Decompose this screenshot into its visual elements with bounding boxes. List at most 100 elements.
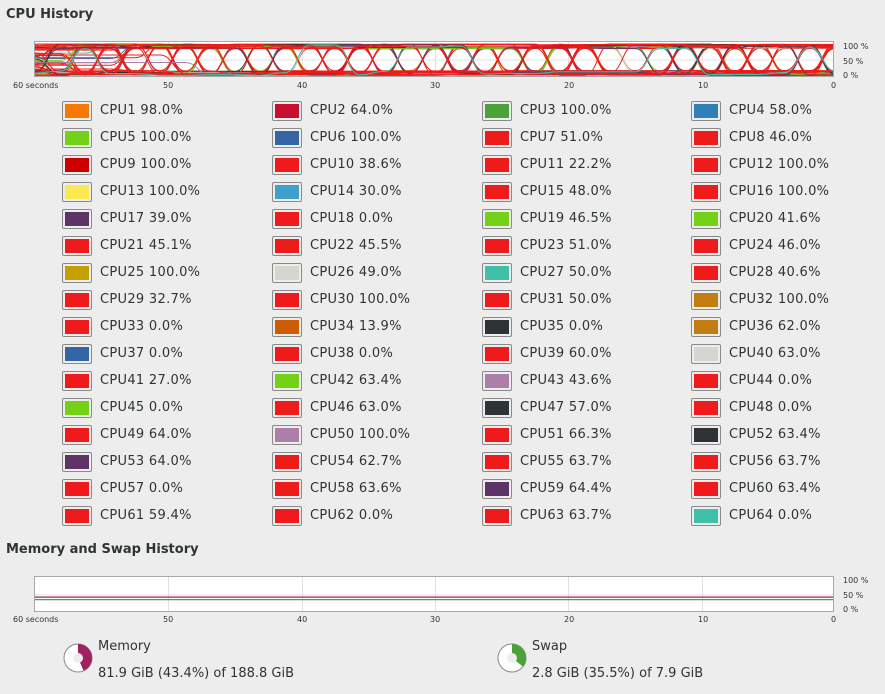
cpu-color-swatch[interactable] [691, 506, 721, 526]
cpu-color-swatch[interactable] [62, 398, 92, 418]
cpu-color-swatch[interactable] [272, 371, 302, 391]
cpu-name: CPU50 [310, 427, 355, 442]
cpu-color-swatch[interactable] [482, 452, 512, 472]
cpu-name: CPU9 [100, 157, 136, 172]
cpu-color-fill [65, 320, 89, 334]
cpu-color-swatch[interactable] [691, 479, 721, 499]
cpu-color-swatch[interactable] [691, 128, 721, 148]
swap-pie-icon[interactable] [496, 642, 528, 674]
cpu-color-swatch[interactable] [691, 209, 721, 229]
cpu-color-swatch[interactable] [691, 398, 721, 418]
cpu-color-swatch[interactable] [691, 371, 721, 391]
cpu-color-swatch[interactable] [62, 128, 92, 148]
cpu-usage-value: 58.0% [769, 103, 813, 118]
cpu-color-swatch[interactable] [62, 317, 92, 337]
cpu-color-swatch[interactable] [62, 155, 92, 175]
cpu-color-swatch[interactable] [691, 182, 721, 202]
cpu-color-swatch[interactable] [482, 479, 512, 499]
cpu-color-swatch[interactable] [62, 209, 92, 229]
cpu-label: CPU46 63.0% [310, 400, 402, 415]
cpu-color-swatch[interactable] [272, 263, 302, 283]
memory-pie-icon[interactable] [62, 642, 94, 674]
cpu-color-swatch[interactable] [62, 263, 92, 283]
cpu-color-swatch[interactable] [62, 371, 92, 391]
cpu-usage-value: 13.9% [358, 319, 402, 334]
cpu-label: CPU45 0.0% [100, 400, 183, 415]
cpu-color-swatch[interactable] [691, 452, 721, 472]
cpu-name: CPU34 [310, 319, 355, 334]
cpu-color-swatch[interactable] [482, 155, 512, 175]
cpu-usage-value: 100.0% [140, 157, 192, 172]
cpu-color-swatch[interactable] [272, 317, 302, 337]
cpu-usage-value: 64.0% [350, 103, 394, 118]
cpu-usage-value: 46.0% [777, 238, 821, 253]
cpu-usage-value: 0.0% [568, 319, 604, 334]
cpu-color-swatch[interactable] [482, 263, 512, 283]
mem-y-tick-50: 50 % [843, 591, 864, 600]
cpu-color-swatch[interactable] [482, 209, 512, 229]
cpu-label: CPU53 64.0% [100, 454, 192, 469]
cpu-color-swatch[interactable] [482, 128, 512, 148]
cpu-color-swatch[interactable] [482, 398, 512, 418]
cpu-color-swatch[interactable] [272, 101, 302, 121]
cpu-label: CPU24 46.0% [729, 238, 821, 253]
cpu-name: CPU48 [729, 400, 774, 415]
cpu-color-swatch[interactable] [691, 263, 721, 283]
cpu-name: CPU38 [310, 346, 355, 361]
cpu-color-fill [694, 374, 718, 388]
cpu-color-swatch[interactable] [62, 344, 92, 364]
cpu-color-fill [65, 347, 89, 361]
cpu-color-swatch[interactable] [691, 317, 721, 337]
cpu-name: CPU64 [729, 508, 774, 523]
cpu-color-swatch[interactable] [62, 101, 92, 121]
cpu-color-swatch[interactable] [62, 290, 92, 310]
cpu-color-swatch[interactable] [482, 290, 512, 310]
cpu-color-swatch[interactable] [691, 344, 721, 364]
cpu-color-swatch[interactable] [272, 155, 302, 175]
cpu-color-swatch[interactable] [62, 425, 92, 445]
cpu-color-swatch[interactable] [62, 236, 92, 256]
cpu-color-swatch[interactable] [691, 290, 721, 310]
memory-pie-hole [73, 653, 83, 663]
cpu-color-swatch[interactable] [272, 479, 302, 499]
cpu-color-swatch[interactable] [482, 506, 512, 526]
cpu-color-swatch[interactable] [272, 425, 302, 445]
cpu-color-swatch[interactable] [482, 344, 512, 364]
cpu-color-swatch[interactable] [272, 506, 302, 526]
cpu-color-swatch[interactable] [272, 398, 302, 418]
cpu-color-swatch[interactable] [691, 101, 721, 121]
cpu-color-swatch[interactable] [62, 479, 92, 499]
cpu-color-swatch[interactable] [272, 290, 302, 310]
cpu-label: CPU52 63.4% [729, 427, 821, 442]
cpu-color-swatch[interactable] [272, 344, 302, 364]
cpu-label: CPU62 0.0% [310, 508, 393, 523]
cpu-color-swatch[interactable] [482, 101, 512, 121]
cpu-usage-value: 63.7% [568, 454, 612, 469]
cpu-color-fill [694, 455, 718, 469]
cpu-color-swatch[interactable] [482, 182, 512, 202]
cpu-name: CPU30 [310, 292, 355, 307]
cpu-color-swatch[interactable] [691, 155, 721, 175]
cpu-color-swatch[interactable] [62, 506, 92, 526]
cpu-color-fill [275, 266, 299, 280]
cpu-color-swatch[interactable] [482, 425, 512, 445]
cpu-color-swatch[interactable] [272, 452, 302, 472]
cpu-usage-value: 100.0% [777, 184, 830, 199]
cpu-color-swatch[interactable] [691, 425, 721, 445]
cpu-color-swatch[interactable] [272, 128, 302, 148]
cpu-color-swatch[interactable] [482, 236, 512, 256]
cpu-color-swatch[interactable] [62, 452, 92, 472]
cpu-color-swatch[interactable] [272, 236, 302, 256]
cpu-color-swatch[interactable] [272, 182, 302, 202]
cpu-color-swatch[interactable] [691, 236, 721, 256]
cpu-color-swatch[interactable] [272, 209, 302, 229]
cpu-usage-value: 63.0% [358, 400, 402, 415]
cpu-color-swatch[interactable] [62, 182, 92, 202]
cpu-name: CPU29 [100, 292, 145, 307]
cpu-color-swatch[interactable] [482, 371, 512, 391]
cpu-color-fill [694, 401, 718, 415]
cpu-color-fill [65, 509, 89, 523]
cpu-color-swatch[interactable] [482, 317, 512, 337]
cpu-color-fill [275, 185, 299, 199]
cpu-name: CPU60 [729, 481, 774, 496]
